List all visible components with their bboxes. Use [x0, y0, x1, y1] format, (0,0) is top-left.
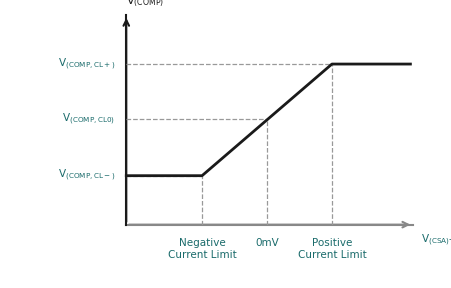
Text: V$_\mathregular{(COMP)}$: V$_\mathregular{(COMP)}$	[126, 0, 164, 9]
Text: Negative
Current Limit: Negative Current Limit	[168, 238, 236, 260]
Text: Positive
Current Limit: Positive Current Limit	[298, 238, 366, 260]
Text: V$_\mathregular{(COMP,CL0)}$: V$_\mathregular{(COMP,CL0)}$	[62, 111, 115, 127]
Text: V$_\mathregular{(COMP,CL-)}$: V$_\mathregular{(COMP,CL-)}$	[58, 168, 115, 183]
Text: 0mV: 0mV	[255, 238, 279, 248]
Text: V$_\mathregular{(CSA)}$-V$_\mathregular{(CSB)}$: V$_\mathregular{(CSA)}$-V$_\mathregular{…	[421, 232, 451, 248]
Text: V$_\mathregular{(COMP,CL+)}$: V$_\mathregular{(COMP,CL+)}$	[58, 56, 115, 72]
